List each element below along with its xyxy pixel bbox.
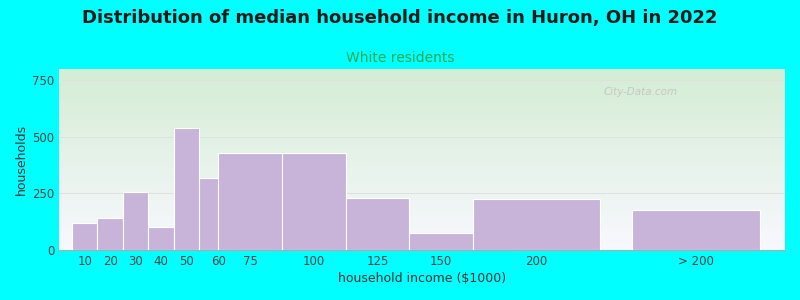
Bar [98,218,123,250]
Bar [199,178,238,250]
Bar [123,192,149,250]
Bar [282,153,346,250]
Bar [346,198,410,250]
Bar [174,128,199,250]
Text: White residents: White residents [346,51,454,65]
Bar [218,153,282,250]
Bar [473,199,600,250]
Bar [410,233,473,250]
Text: City-Data.com: City-Data.com [603,87,678,97]
Y-axis label: households: households [15,124,28,195]
Bar [72,223,98,250]
Text: Distribution of median household income in Huron, OH in 2022: Distribution of median household income … [82,9,718,27]
Bar [149,227,174,250]
X-axis label: household income ($1000): household income ($1000) [338,272,506,285]
Bar [632,210,759,250]
